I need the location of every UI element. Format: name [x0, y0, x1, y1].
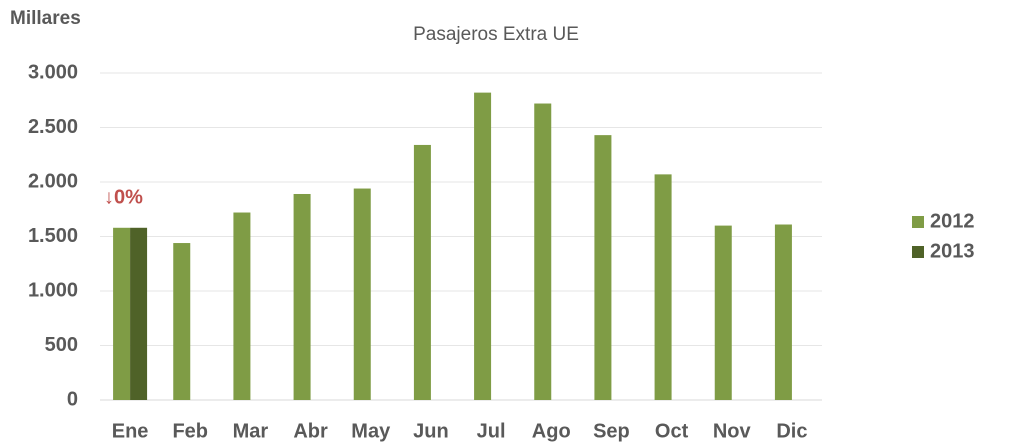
bar [714, 225, 732, 400]
x-tick-label: Mar [233, 420, 269, 442]
bar [594, 135, 612, 400]
bar [173, 243, 191, 400]
y-tick-label: 3.000 [28, 61, 78, 83]
legend-swatch [912, 216, 924, 228]
bar [774, 224, 792, 400]
bar [113, 227, 131, 400]
y-tick-label: 1.500 [28, 225, 78, 247]
chart-title: Pasajeros Extra UE [413, 24, 579, 45]
y-tick-label: 2.000 [28, 170, 78, 192]
x-tick-label: Sep [593, 420, 630, 442]
x-tick-label: Jun [413, 420, 449, 442]
bar [130, 227, 148, 400]
x-tick-label: Ene [112, 420, 149, 442]
y-tick-label: 0 [67, 388, 78, 410]
y-tick-label: 1.000 [28, 279, 78, 301]
legend-label: 2012 [930, 210, 975, 232]
x-tick-label: Jul [477, 420, 506, 442]
bar [534, 103, 552, 401]
bar [474, 92, 492, 401]
x-tick-label: May [351, 420, 391, 442]
legend-swatch [912, 246, 924, 258]
x-tick-label: Abr [293, 420, 328, 442]
x-tick-label: Oct [655, 420, 689, 442]
bar [413, 144, 431, 400]
bar [293, 193, 311, 400]
y-tick-label: 2.500 [28, 116, 78, 138]
y-axis-label: Millares [10, 8, 81, 29]
legend-label: 2013 [930, 240, 975, 262]
bar [654, 174, 672, 400]
bar [233, 212, 251, 400]
x-tick-label: Ago [532, 420, 571, 442]
x-tick-label: Nov [713, 420, 752, 442]
x-tick-label: Dic [776, 420, 807, 442]
bar [353, 188, 371, 400]
y-tick-label: 500 [45, 334, 78, 356]
annotation: ↓0% [104, 186, 143, 208]
x-tick-label: Feb [172, 420, 208, 442]
